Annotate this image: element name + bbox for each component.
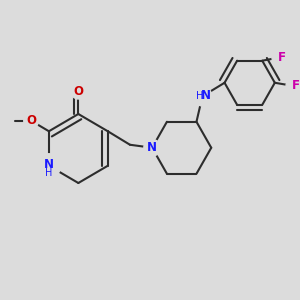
Text: O: O xyxy=(73,85,83,98)
Text: H: H xyxy=(196,91,203,101)
Circle shape xyxy=(272,51,285,64)
Circle shape xyxy=(71,84,86,99)
Text: O: O xyxy=(26,114,36,127)
Circle shape xyxy=(193,87,212,106)
Circle shape xyxy=(286,79,299,92)
Text: N: N xyxy=(147,141,157,154)
Text: F: F xyxy=(292,79,300,92)
Text: N: N xyxy=(201,89,211,102)
Circle shape xyxy=(24,113,39,128)
Text: F: F xyxy=(278,51,286,64)
Text: N: N xyxy=(44,158,54,171)
Circle shape xyxy=(144,139,160,156)
Text: H: H xyxy=(45,168,52,178)
Circle shape xyxy=(37,154,61,178)
